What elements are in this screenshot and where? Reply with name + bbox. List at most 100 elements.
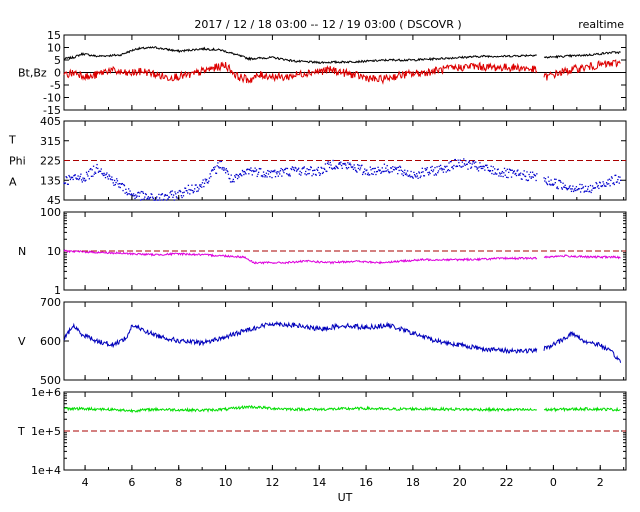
data-point xyxy=(180,191,182,193)
series-line xyxy=(543,59,621,81)
data-point xyxy=(262,171,265,173)
data-point xyxy=(453,164,455,167)
data-point xyxy=(609,185,611,187)
data-point xyxy=(305,170,307,173)
data-point xyxy=(440,167,442,169)
data-point xyxy=(561,188,564,190)
data-point xyxy=(499,173,501,175)
data-point xyxy=(321,167,323,169)
data-point xyxy=(579,191,582,193)
data-point xyxy=(335,166,338,168)
chart-panels: 151050-5-10-15Bt,Bz40531522513545TPhiA10… xyxy=(8,29,627,477)
data-point xyxy=(359,167,362,169)
data-point xyxy=(144,196,146,198)
data-point xyxy=(386,164,388,167)
data-point xyxy=(189,193,191,195)
data-point xyxy=(592,187,594,189)
data-point xyxy=(135,194,137,196)
data-point xyxy=(392,166,394,168)
data-point xyxy=(564,184,566,186)
data-point xyxy=(152,197,154,200)
data-point xyxy=(466,163,468,165)
data-point xyxy=(183,191,185,193)
data-point xyxy=(486,164,488,166)
data-point xyxy=(217,166,220,168)
series-line xyxy=(63,404,538,414)
data-point xyxy=(457,159,459,161)
data-point xyxy=(189,189,192,191)
data-point xyxy=(342,163,344,165)
data-point xyxy=(439,168,441,170)
data-point xyxy=(531,171,534,173)
data-point xyxy=(403,172,405,174)
data-point xyxy=(573,189,575,191)
data-point xyxy=(99,170,102,172)
data-point xyxy=(345,164,347,166)
data-point xyxy=(392,168,395,171)
data-point xyxy=(450,160,452,163)
data-point xyxy=(78,178,80,181)
data-point xyxy=(597,184,599,187)
data-point xyxy=(378,170,381,172)
data-point xyxy=(427,171,429,174)
data-point xyxy=(136,195,138,197)
data-point xyxy=(104,176,107,179)
data-point xyxy=(227,173,230,175)
data-point xyxy=(614,174,616,177)
data-point xyxy=(489,170,491,173)
data-point xyxy=(404,173,407,176)
data-point xyxy=(331,168,334,170)
data-point xyxy=(498,172,501,174)
data-point xyxy=(303,166,305,168)
data-point xyxy=(498,175,500,177)
data-point xyxy=(105,173,107,176)
data-point xyxy=(447,169,449,171)
data-point xyxy=(141,198,143,201)
data-point xyxy=(218,167,220,169)
data-point xyxy=(221,168,223,170)
data-point xyxy=(279,173,281,175)
data-point xyxy=(563,186,565,188)
data-point xyxy=(430,166,432,169)
data-point xyxy=(241,169,244,172)
y-tick-label: 100 xyxy=(40,206,61,219)
data-point xyxy=(121,183,123,185)
data-point xyxy=(608,178,611,180)
data-point xyxy=(425,169,427,171)
data-point xyxy=(302,167,304,169)
data-point xyxy=(589,190,591,192)
data-point xyxy=(358,164,360,167)
data-point xyxy=(497,168,499,170)
data-point xyxy=(387,171,390,173)
data-point xyxy=(610,176,613,178)
data-point xyxy=(111,179,114,181)
data-point xyxy=(328,166,331,169)
data-point xyxy=(443,168,445,171)
data-point xyxy=(296,169,298,171)
data-point xyxy=(230,174,232,176)
data-point xyxy=(366,173,369,176)
data-point xyxy=(404,169,406,171)
data-point xyxy=(534,174,536,176)
series-line xyxy=(543,330,622,363)
data-point xyxy=(170,190,172,193)
data-point xyxy=(257,171,260,173)
data-point xyxy=(332,159,334,162)
chart-title: 2017 / 12 / 18 03:00 -- 12 / 19 03:00 ( … xyxy=(194,18,461,31)
data-point xyxy=(280,167,282,170)
data-point xyxy=(83,179,85,181)
data-point xyxy=(436,166,438,168)
data-point xyxy=(96,163,98,166)
data-point xyxy=(489,170,492,172)
data-point xyxy=(150,193,152,195)
series-line xyxy=(543,406,621,413)
data-point xyxy=(586,190,588,192)
data-point xyxy=(287,173,289,176)
data-point xyxy=(366,169,368,171)
data-point xyxy=(262,175,264,178)
data-point xyxy=(536,173,538,175)
data-point xyxy=(97,171,100,173)
data-point xyxy=(484,164,487,166)
data-point xyxy=(248,168,251,171)
data-point xyxy=(107,178,109,180)
